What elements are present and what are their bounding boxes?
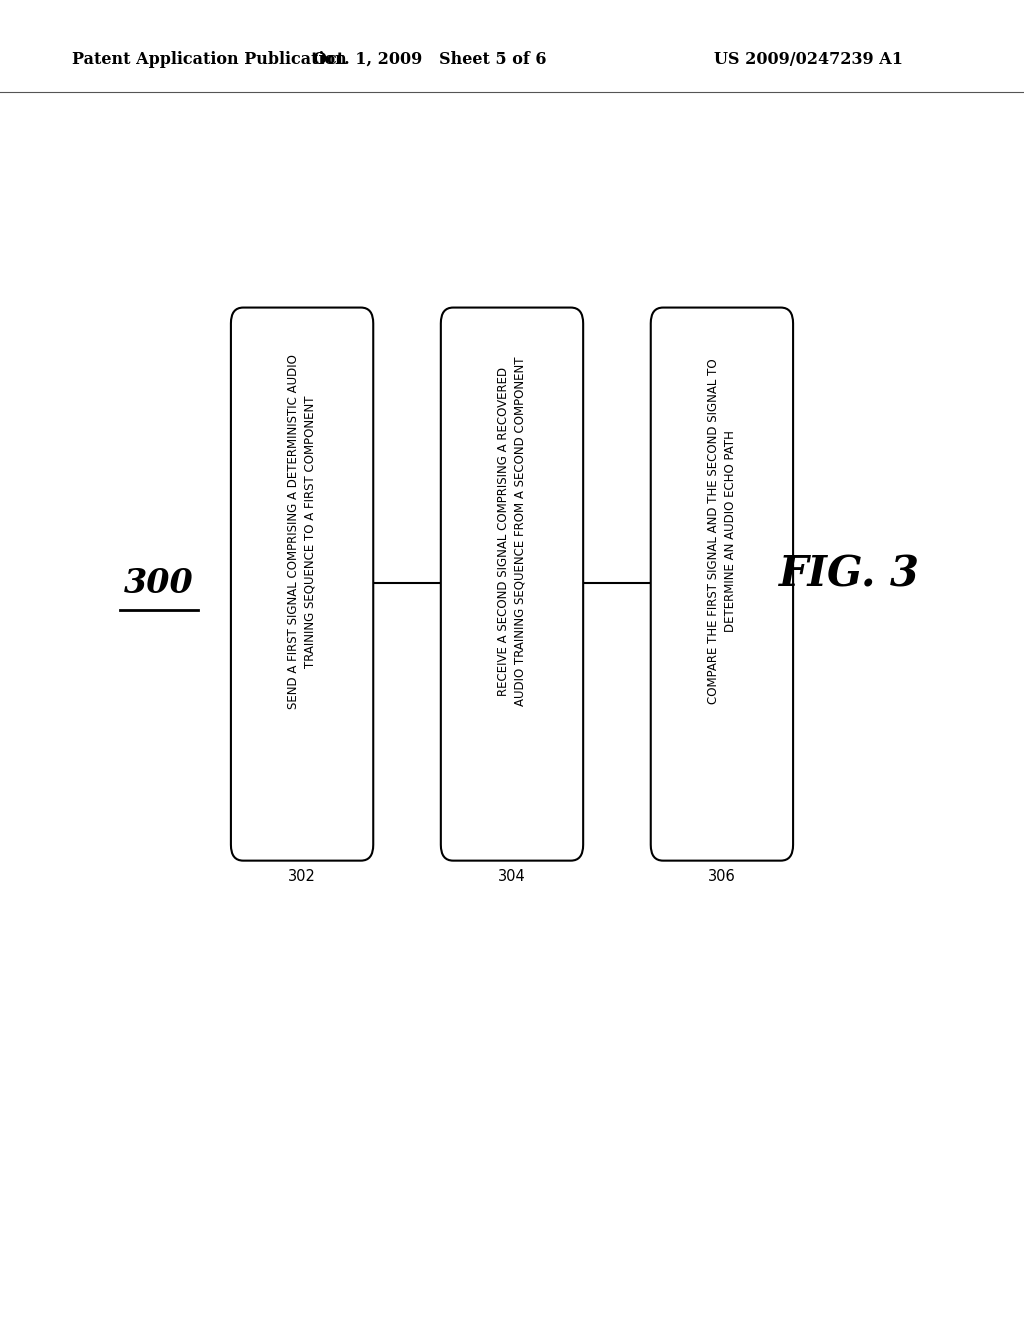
Text: Oct. 1, 2009   Sheet 5 of 6: Oct. 1, 2009 Sheet 5 of 6 — [313, 51, 547, 67]
Text: 306: 306 — [708, 869, 736, 883]
Text: RECEIVE A SECOND SIGNAL COMPRISING A RECOVERED
AUDIO TRAINING SEQUENCE FROM A SE: RECEIVE A SECOND SIGNAL COMPRISING A REC… — [498, 356, 526, 706]
Text: COMPARE THE FIRST SIGNAL AND THE SECOND SIGNAL TO
DETERMINE AN AUDIO ECHO PATH: COMPARE THE FIRST SIGNAL AND THE SECOND … — [708, 359, 736, 704]
Text: US 2009/0247239 A1: US 2009/0247239 A1 — [715, 51, 903, 67]
Text: 304: 304 — [498, 869, 526, 883]
Text: FIG. 3: FIG. 3 — [779, 553, 921, 595]
Text: SEND A FIRST SIGNAL COMPRISING A DETERMINISTIC AUDIO
TRAINING SEQUENCE TO A FIRS: SEND A FIRST SIGNAL COMPRISING A DETERMI… — [288, 354, 316, 709]
FancyBboxPatch shape — [230, 308, 373, 861]
FancyBboxPatch shape — [651, 308, 793, 861]
Text: Patent Application Publication: Patent Application Publication — [72, 51, 346, 67]
FancyBboxPatch shape — [440, 308, 584, 861]
Text: 300: 300 — [124, 568, 194, 599]
Text: 302: 302 — [288, 869, 316, 883]
